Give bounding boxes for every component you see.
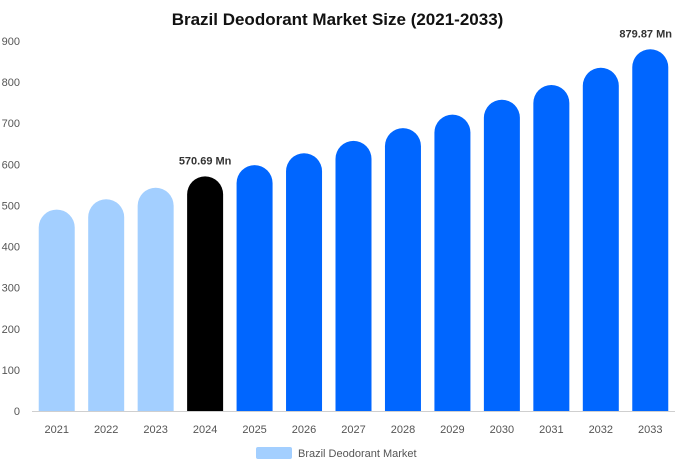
y-tick-label: 900 bbox=[2, 36, 20, 48]
bar-2030 bbox=[483, 99, 520, 411]
bar-series bbox=[38, 49, 669, 411]
legend-swatch bbox=[256, 447, 292, 459]
data-label-2024: 570.69 Mn bbox=[179, 155, 232, 167]
x-tick-label: 2024 bbox=[193, 424, 217, 436]
x-tick-label: 2027 bbox=[341, 424, 365, 436]
y-axis: 0 100 200 300 400 500 600 700 800 900 bbox=[2, 36, 675, 418]
legend: Brazil Deodorant Market bbox=[256, 447, 417, 460]
y-tick-label: 600 bbox=[2, 159, 20, 171]
y-tick-label: 800 bbox=[2, 77, 20, 89]
bar-2024 bbox=[187, 176, 224, 411]
x-tick-label: 2023 bbox=[143, 424, 167, 436]
data-labels: 570.69 Mn 879.87 Mn bbox=[179, 28, 672, 167]
bar-2032 bbox=[582, 67, 619, 411]
bar-2028 bbox=[384, 128, 421, 411]
bar-2027 bbox=[335, 140, 372, 411]
x-tick-label: 2030 bbox=[490, 424, 514, 436]
y-tick-label: 700 bbox=[2, 118, 20, 130]
x-tick-label: 2031 bbox=[539, 424, 563, 436]
x-axis: 2021 2022 2023 2024 2025 2026 2027 2028 2029 2030… bbox=[44, 424, 662, 436]
x-tick-label: 2028 bbox=[391, 424, 415, 436]
bar-2022 bbox=[88, 199, 125, 411]
data-label-2033: 879.87 Mn bbox=[619, 28, 672, 40]
x-tick-label: 2029 bbox=[440, 424, 464, 436]
y-tick-label: 0 bbox=[14, 406, 20, 418]
bar-2023 bbox=[137, 187, 174, 411]
x-tick-label: 2032 bbox=[589, 424, 613, 436]
bar-2031 bbox=[533, 84, 570, 411]
y-tick-label: 200 bbox=[2, 324, 20, 336]
y-tick-label: 100 bbox=[2, 365, 20, 377]
y-tick-label: 300 bbox=[2, 283, 20, 295]
y-tick-label: 400 bbox=[2, 242, 20, 254]
bar-2021 bbox=[38, 209, 75, 411]
bar-2033 bbox=[632, 49, 669, 411]
x-tick-label: 2033 bbox=[638, 424, 662, 436]
x-tick-label: 2025 bbox=[242, 424, 266, 436]
y-tick-label: 500 bbox=[2, 200, 20, 212]
bar-2026 bbox=[286, 153, 323, 411]
x-tick-label: 2022 bbox=[94, 424, 118, 436]
x-tick-label: 2026 bbox=[292, 424, 316, 436]
bar-2025 bbox=[236, 165, 273, 411]
x-tick-label: 2021 bbox=[44, 424, 68, 436]
chart-title: Brazil Deodorant Market Size (2021-2033) bbox=[172, 10, 504, 29]
legend-label: Brazil Deodorant Market bbox=[298, 448, 417, 460]
bar-2029 bbox=[434, 114, 471, 411]
